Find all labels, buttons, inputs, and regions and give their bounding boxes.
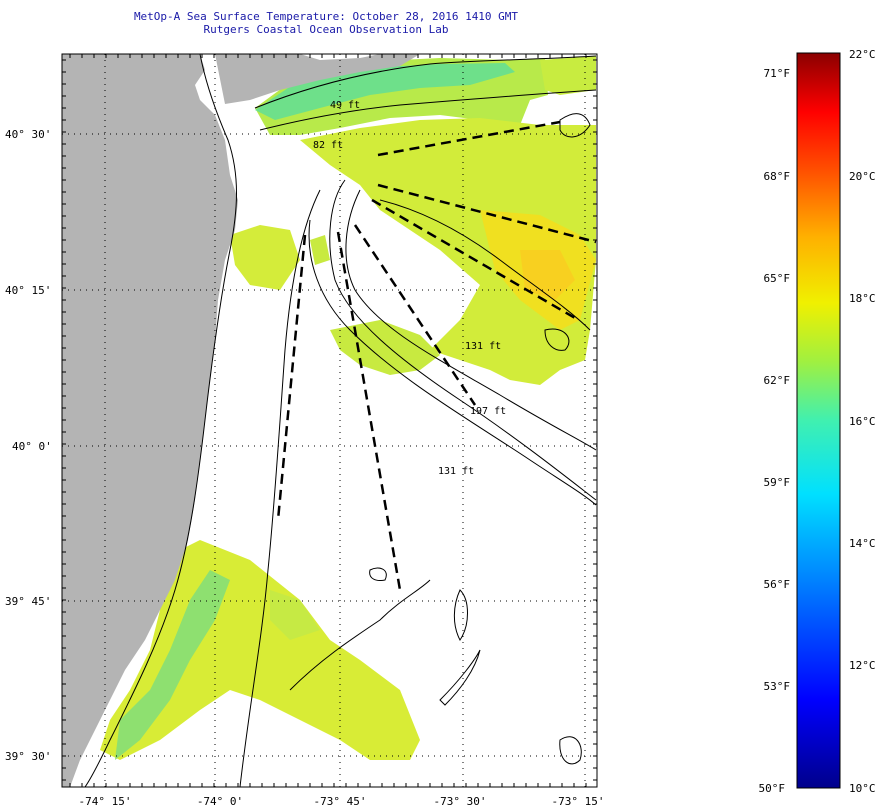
map-title: MetOp-A Sea Surface Temperature: October… — [133, 10, 519, 23]
lat-label: 40° 15' — [5, 284, 51, 297]
fahrenheit-label: 71°F — [764, 67, 791, 80]
fahrenheit-label: 50°F — [759, 782, 786, 795]
map-subtitle: Rutgers Coastal Ocean Observation Lab — [203, 23, 449, 36]
depth-label: 131 ft — [438, 466, 474, 477]
sst-data-patches — [84, 56, 596, 760]
fahrenheit-label: 53°F — [764, 680, 791, 693]
longitude-axis: -74° 15' -74° 0' -73° 45' -73° 30' -73° … — [79, 795, 605, 808]
celsius-label: 22°C — [849, 48, 876, 61]
color-scale-bar: 71°F 68°F 65°F 62°F 59°F 56°F 53°F 50°F … — [759, 48, 876, 795]
lon-label: -73° 30' — [434, 795, 487, 808]
celsius-label: 20°C — [849, 170, 876, 183]
fahrenheit-label: 56°F — [764, 578, 791, 591]
transect-lines — [276, 120, 597, 591]
lat-label: 40° 0' — [12, 440, 52, 453]
bathymetry-contours — [84, 54, 597, 787]
lat-label: 39° 30' — [5, 750, 51, 763]
lat-label: 39° 45' — [5, 595, 51, 608]
land-new-jersey — [62, 54, 238, 787]
celsius-label: 16°C — [849, 415, 876, 428]
depth-label: 82 ft — [313, 140, 343, 151]
land-long-island — [215, 54, 420, 104]
depth-label: 131 ft — [465, 341, 501, 352]
celsius-label: 18°C — [849, 292, 876, 305]
depth-label: 49 ft — [330, 100, 360, 111]
fahrenheit-label: 59°F — [764, 476, 791, 489]
fahrenheit-label: 62°F — [764, 374, 791, 387]
lon-label: -74° 0' — [197, 795, 243, 808]
lon-label: -73° 15' — [552, 795, 605, 808]
lon-label: -74° 15' — [79, 795, 132, 808]
latitude-axis: 40° 30' 40° 15' 40° 0' 39° 45' 39° 30' — [5, 128, 52, 763]
celsius-label: 14°C — [849, 537, 876, 550]
colorbar-gradient — [796, 52, 841, 789]
celsius-label: 10°C — [849, 782, 876, 795]
depth-label: 197 ft — [470, 406, 506, 417]
lon-label: -73° 45' — [314, 795, 367, 808]
graticule — [62, 54, 597, 787]
celsius-label: 12°C — [849, 659, 876, 672]
lat-label: 40° 30' — [5, 128, 51, 141]
fahrenheit-label: 65°F — [764, 272, 791, 285]
fahrenheit-label: 68°F — [764, 170, 791, 183]
